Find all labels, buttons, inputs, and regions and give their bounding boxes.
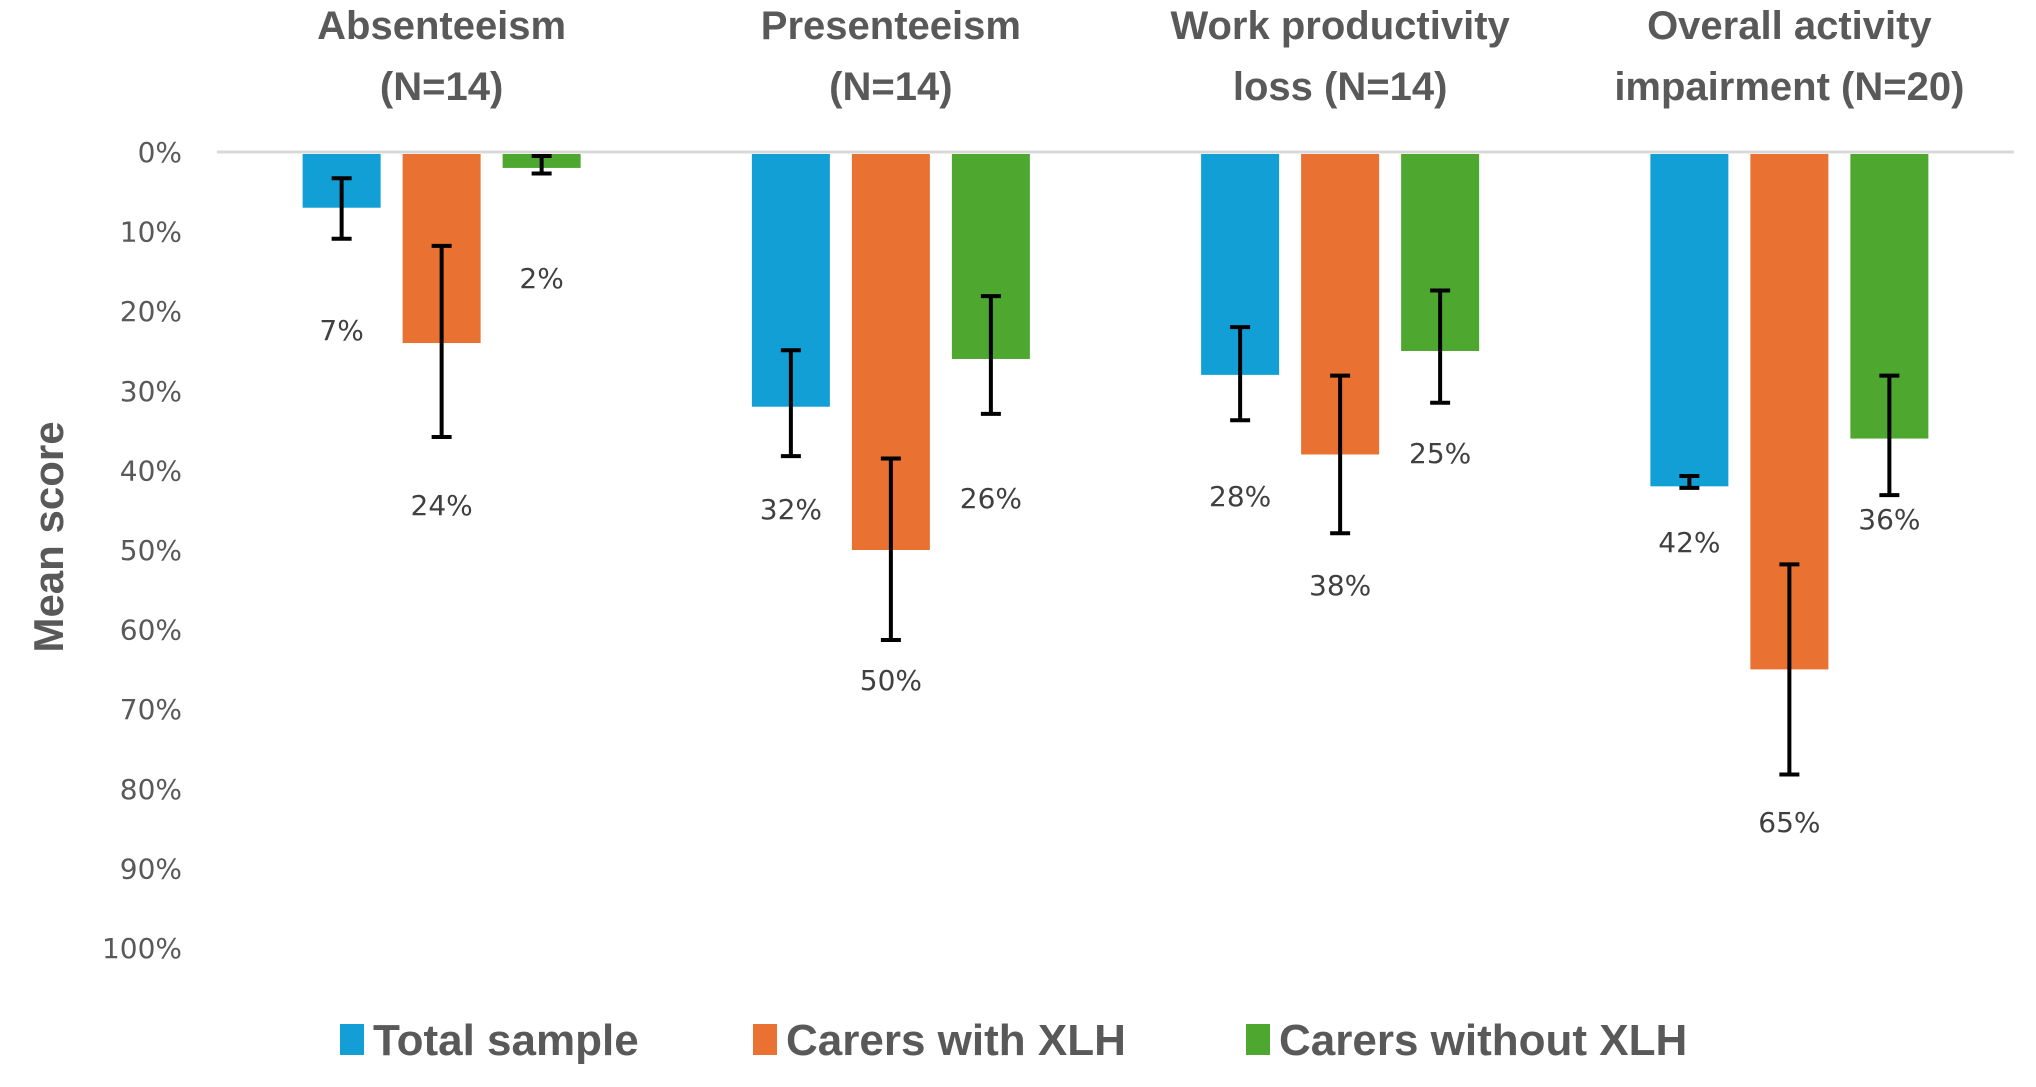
data-label: 36% bbox=[1858, 503, 1920, 536]
data-label: 38% bbox=[1309, 569, 1371, 602]
y-axis: Mean score 0% 10% 20% 30% 40% 50% 60% 70% 80% 90%… bbox=[25, 136, 182, 965]
category-title: Work productivity bbox=[1170, 4, 1510, 48]
data-label: 32% bbox=[760, 493, 822, 526]
y-tick-label: 100% bbox=[102, 932, 182, 965]
error-bar bbox=[531, 153, 552, 176]
y-tick-label: 10% bbox=[120, 216, 182, 249]
data-label: 7% bbox=[319, 314, 363, 347]
error-bar bbox=[431, 243, 452, 439]
data-label: 65% bbox=[1758, 806, 1820, 839]
error-bar bbox=[980, 294, 1001, 416]
y-tick-label: 40% bbox=[120, 454, 182, 487]
category-title: (N=14) bbox=[829, 65, 952, 109]
error-bar bbox=[1330, 373, 1351, 536]
error-bar bbox=[1230, 325, 1251, 423]
legend-swatch bbox=[1246, 1024, 1270, 1055]
y-tick-label: 70% bbox=[120, 693, 182, 726]
category-title: Presenteeism bbox=[761, 4, 1021, 48]
error-bar bbox=[880, 456, 901, 642]
legend-swatch bbox=[340, 1024, 364, 1055]
category-title: (N=14) bbox=[380, 65, 503, 109]
legend-item: Carers with XLH bbox=[753, 1016, 1126, 1065]
bars bbox=[302, 154, 1929, 670]
data-labels: 7% 32% 28% 42% 24% 50% 38% 65% 2% 26% 25% 36% bbox=[319, 262, 1920, 839]
data-label: 25% bbox=[1409, 437, 1471, 470]
category-title: Overall activity bbox=[1647, 4, 1932, 48]
data-label: 42% bbox=[1658, 526, 1720, 559]
legend: Total sample Carers with XLH Carers withou… bbox=[340, 1016, 1687, 1065]
y-tick-label: 50% bbox=[120, 534, 182, 567]
y-tick-label: 30% bbox=[120, 375, 182, 408]
y-tick-label: 0% bbox=[138, 136, 182, 169]
y-tick-label: 80% bbox=[120, 773, 182, 806]
category-title: loss (N=14) bbox=[1233, 65, 1448, 109]
category-title: impairment (N=20) bbox=[1614, 65, 1964, 109]
bar bbox=[1650, 154, 1729, 487]
error-bar bbox=[1879, 373, 1900, 498]
y-tick-label: 20% bbox=[120, 295, 182, 328]
legend-label: Carers without XLH bbox=[1279, 1016, 1687, 1065]
legend-item: Carers without XLH bbox=[1246, 1016, 1687, 1065]
error-bar bbox=[1679, 473, 1700, 490]
category-titles: Absenteeism (N=14) Presenteeism (N=14) Work … bbox=[317, 4, 1964, 109]
legend-item: Total sample bbox=[340, 1016, 639, 1065]
error-bar bbox=[1430, 288, 1451, 405]
data-label: 24% bbox=[411, 489, 473, 522]
error-bars bbox=[331, 153, 1900, 777]
y-tick-label: 90% bbox=[120, 852, 182, 885]
data-label: 2% bbox=[519, 262, 563, 295]
y-axis-title: Mean score bbox=[25, 421, 72, 652]
category-title: Absenteeism bbox=[317, 4, 566, 48]
data-label: 28% bbox=[1209, 480, 1271, 513]
data-label: 50% bbox=[860, 664, 922, 697]
error-bar bbox=[331, 176, 352, 241]
y-tick-label: 60% bbox=[120, 614, 182, 647]
legend-swatch bbox=[753, 1024, 777, 1055]
error-bar bbox=[1779, 562, 1800, 777]
error-bar bbox=[780, 348, 801, 459]
data-label: 26% bbox=[960, 482, 1022, 515]
legend-label: Total sample bbox=[373, 1016, 639, 1065]
legend-label: Carers with XLH bbox=[786, 1016, 1126, 1065]
